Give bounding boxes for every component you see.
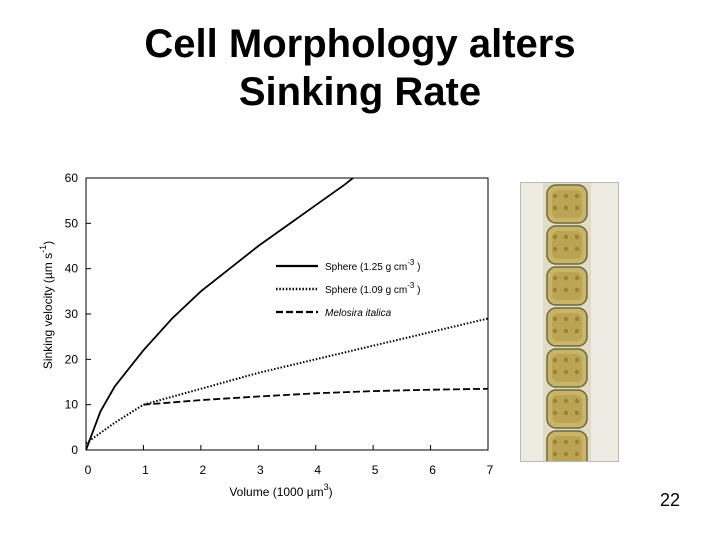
diatom-granule	[563, 369, 569, 375]
diatom-granule	[563, 287, 569, 293]
diatom-granule	[563, 275, 569, 281]
diatom-granule	[552, 369, 558, 375]
diatom-granule	[574, 328, 580, 334]
x-tick-label: 1	[142, 463, 149, 477]
title-line-2: Sinking Rate	[238, 70, 482, 114]
diatom-granule	[552, 205, 558, 211]
y-tick-label: 0	[71, 443, 78, 457]
diatom-granule	[552, 287, 558, 293]
diatom-chloroplast	[552, 313, 582, 341]
diatom-granule	[552, 328, 558, 334]
diatom-chain-illustration	[521, 183, 618, 461]
y-tick-label: 50	[65, 216, 79, 230]
x-axis-label: Volume (1000 µm3)	[229, 482, 332, 499]
x-tick-label: 2	[200, 463, 207, 477]
diatom-granule	[574, 369, 580, 375]
x-tick-label: 3	[257, 463, 264, 477]
slide-title: Cell Morphology alters Sinking Rate	[60, 20, 660, 116]
diatom-chloroplast	[552, 231, 582, 259]
diatom-granule	[552, 234, 558, 240]
diatom-granule	[574, 398, 580, 404]
series-lines	[86, 178, 488, 450]
diatom-chloroplast	[552, 354, 582, 382]
page-number: 22	[660, 490, 681, 510]
legend-label-2: Sphere (1.09 g cm-3 )	[325, 281, 421, 296]
melosira-micrograph	[520, 182, 619, 462]
diatom-granule	[574, 246, 580, 252]
diatom-granule	[574, 234, 580, 240]
diatom-chloroplast	[552, 190, 582, 218]
diatom-granule	[574, 451, 580, 457]
diatom-granule	[574, 316, 580, 322]
diatom-granule	[552, 193, 558, 199]
series-line-3	[143, 387, 488, 406]
x-tick-label: 0	[85, 463, 92, 477]
y-axis-label: Sinking velocity (µm s-1)	[38, 241, 55, 369]
diatom-granule	[574, 275, 580, 281]
diatom-cells	[543, 183, 591, 461]
diatom-granule	[552, 316, 558, 322]
x-tick-label: 6	[429, 463, 436, 477]
diatom-granule	[563, 398, 569, 404]
diatom-granule	[574, 193, 580, 199]
diatom-granule	[574, 357, 580, 363]
y-tick-label: 10	[65, 398, 79, 412]
diatom-granule	[552, 451, 558, 457]
diatom-granule	[563, 193, 569, 199]
diatom-granule	[574, 410, 580, 416]
y-tick-label: 20	[65, 352, 79, 366]
diatom-granule	[552, 410, 558, 416]
diatom-granule	[563, 410, 569, 416]
diatom-granule	[563, 357, 569, 363]
title-line-1: Cell Morphology alters	[144, 22, 576, 66]
diatom-granule	[552, 357, 558, 363]
diatom-granule	[563, 328, 569, 334]
diatom-chloroplast	[552, 395, 582, 423]
diatom-granule	[563, 439, 569, 445]
diatom-granule	[574, 287, 580, 293]
plot-frame	[85, 177, 489, 451]
x-tick-label: 4	[314, 463, 321, 477]
diatom-granule	[563, 246, 569, 252]
diatom-granule	[552, 275, 558, 281]
series-line-1	[86, 178, 355, 450]
diatom-granule	[563, 234, 569, 240]
diatom-granule	[563, 316, 569, 322]
diatom-granule	[574, 439, 580, 445]
diatom-granule	[552, 398, 558, 404]
y-tick-label: 40	[65, 262, 79, 276]
series-line-2	[86, 317, 488, 445]
diatom-chloroplast	[552, 272, 582, 300]
diatom-granule	[552, 246, 558, 252]
diatom-granule	[574, 205, 580, 211]
diatom-granule	[563, 205, 569, 211]
chart-plot-group: 0 10 20 30 40 50 60 0 1 2 3 4 5 6 7 Volume (1000 µm3) Si…	[38, 171, 494, 499]
diatom-chloroplast	[552, 436, 582, 461]
legend-label-3: Melosira italica	[325, 308, 392, 319]
x-tick-label: 5	[372, 463, 379, 477]
y-tick-label: 60	[65, 171, 79, 185]
legend-label-1: Sphere (1.25 g cm-3 )	[325, 258, 421, 273]
x-tick-label: 7	[487, 463, 494, 477]
diatom-granule	[563, 451, 569, 457]
diatom-granule	[552, 439, 558, 445]
y-tick-label: 30	[65, 307, 79, 321]
